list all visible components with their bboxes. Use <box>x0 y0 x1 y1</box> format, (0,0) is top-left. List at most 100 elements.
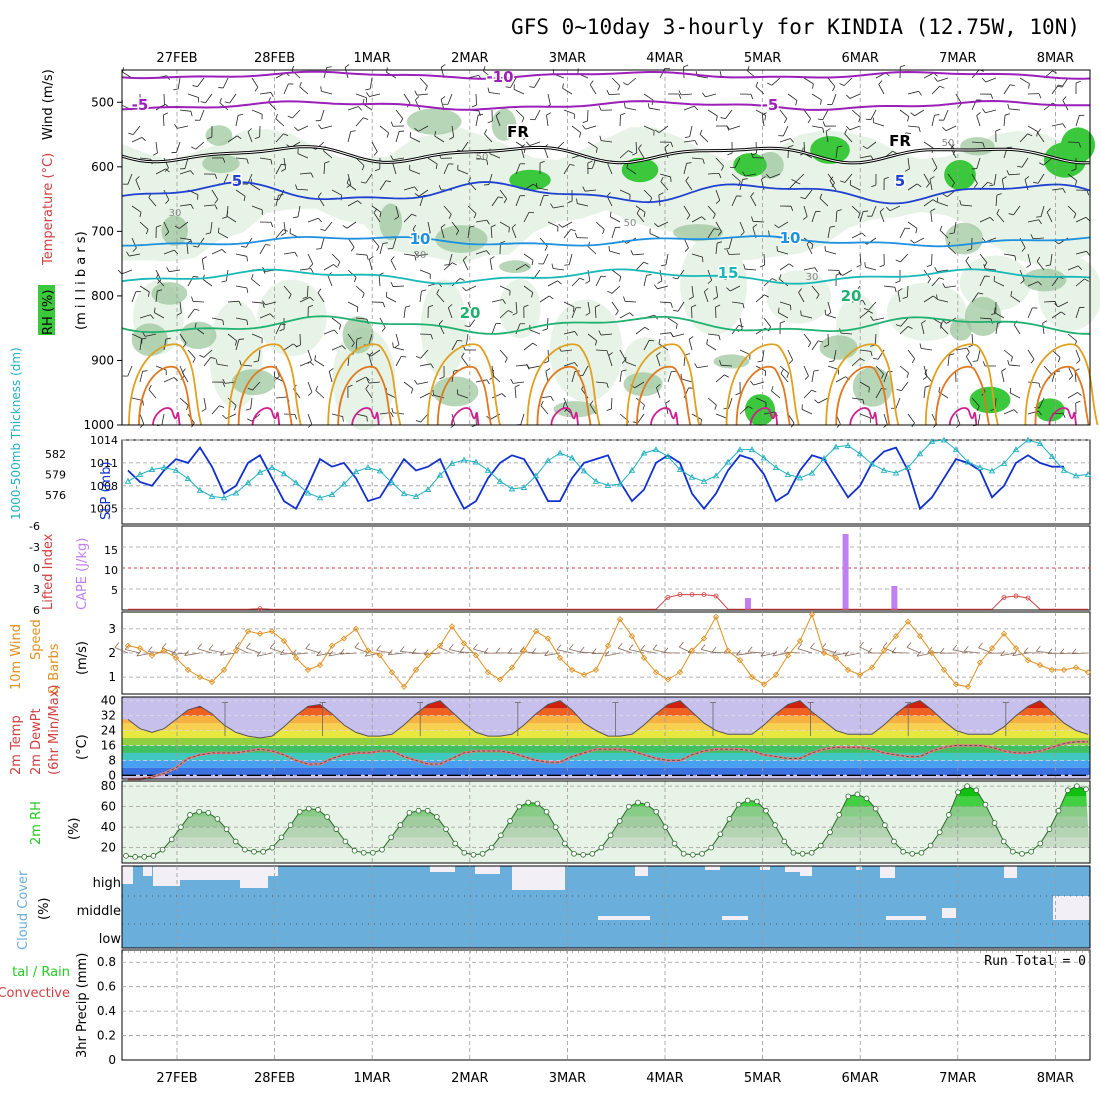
surface-barb-flag <box>652 644 658 650</box>
wind-barb <box>643 93 654 101</box>
wind-barb <box>691 216 702 223</box>
wind-barb-flag <box>192 245 198 248</box>
wind-barb <box>907 349 916 359</box>
contour-freezing-inner <box>121 146 1091 164</box>
thickness-point <box>556 449 564 456</box>
wind-barb-flag <box>743 264 746 270</box>
wind-barb-flag <box>342 416 344 422</box>
wind-barb <box>179 109 191 112</box>
wind-barb-flag <box>589 80 594 85</box>
wind-barb-flag <box>907 326 913 329</box>
wind-barb-flag <box>774 224 779 229</box>
wind-barb <box>499 221 510 228</box>
wind-barb <box>131 136 143 143</box>
cloud-gap-high <box>153 866 180 886</box>
rh-mid-patch <box>964 296 1002 336</box>
surface-barb-flag <box>1035 645 1041 652</box>
thickness-point <box>184 475 192 482</box>
rh-mid-patch <box>180 321 217 350</box>
li-tick-label: 0 <box>33 562 40 575</box>
cross-section-grid <box>176 70 1056 425</box>
wind-barb <box>440 227 445 239</box>
wind-barb-flag <box>142 400 144 406</box>
wind-barb-flag <box>894 287 897 293</box>
wind-barb-flag <box>344 64 350 68</box>
surface-barb-flag <box>663 647 669 653</box>
wind-barb <box>247 131 253 143</box>
rh-point <box>141 854 148 860</box>
wind-barb <box>707 228 715 239</box>
wind-barb-flag <box>438 185 442 191</box>
wind-barb-flag <box>430 334 433 340</box>
precip-axis-ticks: 00.20.40.60.8 <box>97 955 116 1067</box>
date-label-top: 6MAR <box>841 51 878 66</box>
wind-barb-flag <box>932 199 938 203</box>
wind-barb-flag <box>247 128 252 133</box>
wind-barb-flag <box>879 208 885 213</box>
wind-barb-flag <box>1058 84 1064 87</box>
cloud-gap-mid <box>722 916 748 920</box>
wind-barb <box>899 326 909 335</box>
wind-barb-flag <box>838 272 843 276</box>
wind-speed-point <box>1000 630 1008 637</box>
wind-barb <box>390 260 397 271</box>
wind-barb-flag <box>858 117 861 123</box>
wind-barb <box>347 200 358 207</box>
wind-barb <box>844 173 853 183</box>
wind-barb <box>395 333 400 345</box>
wind-barb-flag <box>341 345 346 350</box>
thickness-point <box>580 467 588 474</box>
wind-barb <box>875 365 884 375</box>
thickness-point <box>220 494 228 501</box>
wind-barb-flag <box>802 216 808 220</box>
p1-rh-label: RH (%) <box>41 290 56 335</box>
wind-barb <box>163 249 175 255</box>
p1-temp-label: Temperature (°C) <box>41 153 56 266</box>
wind-speed-point <box>724 647 732 654</box>
wind-barb-flag <box>156 273 159 279</box>
contour-plus30 <box>436 365 492 426</box>
wind-barb <box>495 115 501 127</box>
thickness-point <box>328 490 336 497</box>
wind-barb <box>475 157 487 161</box>
wind-barb-flag <box>1060 311 1066 316</box>
wind-barb-flag <box>147 291 150 297</box>
wind-barb-flag <box>440 224 446 228</box>
precip-tick-label: 0.6 <box>97 980 116 994</box>
thickness-point <box>244 479 252 486</box>
wind-barb-flag <box>678 90 682 96</box>
wind-barb-flag <box>148 384 152 390</box>
wind-barb-flag <box>373 151 378 156</box>
wind-barb-flag <box>173 377 178 382</box>
wind-barb-flag <box>574 362 578 367</box>
contour-label: 30 <box>414 250 427 261</box>
wind-barb-flag <box>510 378 514 384</box>
contour-label: -5 <box>762 96 779 114</box>
thickness-point <box>1072 472 1080 479</box>
wind-barb-flag <box>609 211 612 217</box>
wind-barb <box>971 292 979 303</box>
wind-barb-flag <box>191 146 196 150</box>
wind-barb-flag <box>463 256 468 261</box>
wind-barb-flag <box>702 92 706 98</box>
wind-barb <box>664 147 669 159</box>
wind-barb-flag <box>644 326 650 331</box>
wind-barb <box>379 180 387 191</box>
wind-barb-flag <box>718 173 722 179</box>
wind-barb <box>947 246 957 255</box>
wind-barb-flag <box>982 237 986 242</box>
wind-barb-flag <box>347 384 353 388</box>
wind-barb-flag <box>1030 234 1034 239</box>
rh-point <box>397 822 404 828</box>
wind-barb-flag <box>448 214 452 219</box>
wind-barb-flag <box>881 373 884 379</box>
cloud-panel-bg <box>122 866 1090 948</box>
wind-barb <box>1003 115 1006 127</box>
wind-barb <box>292 109 301 119</box>
wind-barb-flag <box>366 254 369 260</box>
wind-barb-flag <box>310 172 314 178</box>
wind-barb <box>192 300 205 303</box>
wind-barb <box>155 291 158 303</box>
wind-barb-flag <box>401 355 407 358</box>
wind-barb <box>945 285 957 288</box>
